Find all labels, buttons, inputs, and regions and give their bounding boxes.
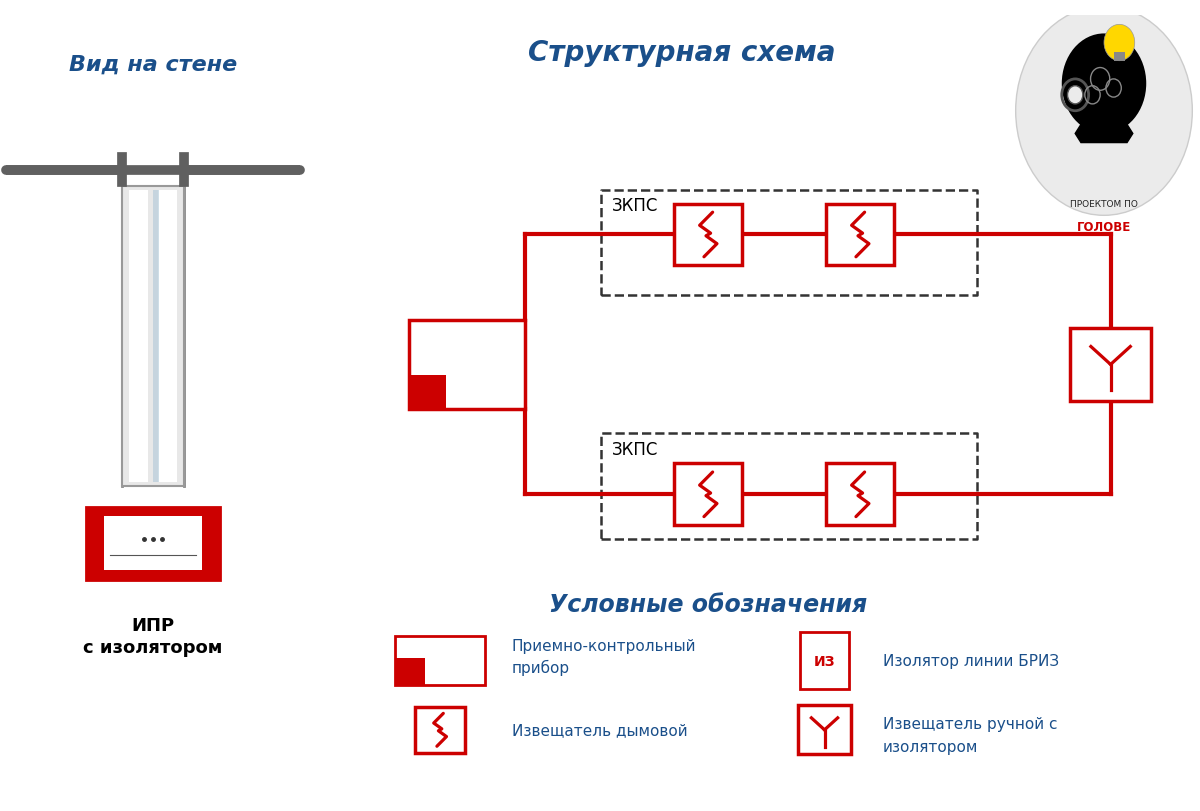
Circle shape <box>1062 34 1146 135</box>
Text: Извещатель дымовой: Извещатель дымовой <box>511 723 688 737</box>
Text: Вид на стене: Вид на стене <box>68 55 238 75</box>
Bar <box>396 659 425 685</box>
Bar <box>396 637 485 685</box>
Bar <box>157 191 178 483</box>
Bar <box>85 507 221 580</box>
Bar <box>798 706 851 754</box>
Bar <box>104 517 202 570</box>
Text: Структурная схема: Структурная схема <box>528 39 835 67</box>
Text: ПРОЕКТОМ ПО: ПРОЕКТОМ ПО <box>1070 200 1138 209</box>
Text: ЗКПС: ЗКПС <box>612 440 658 458</box>
Bar <box>674 464 743 526</box>
Text: Извещатель ручной с: Извещатель ручной с <box>883 716 1057 731</box>
Circle shape <box>1104 25 1135 62</box>
Text: ГОЛОВЕ: ГОЛОВЕ <box>1076 221 1132 234</box>
Bar <box>1114 53 1126 62</box>
Bar <box>415 707 466 753</box>
Bar <box>827 204 894 266</box>
Bar <box>1070 328 1151 401</box>
Bar <box>154 191 160 483</box>
Circle shape <box>1068 87 1082 105</box>
Text: Изолятор линии БРИЗ: Изолятор линии БРИЗ <box>883 654 1058 668</box>
Polygon shape <box>1075 125 1133 144</box>
Text: Условные обозначения: Условные обозначения <box>550 592 868 616</box>
Bar <box>827 464 894 526</box>
Text: ИЗ: ИЗ <box>814 654 835 668</box>
Bar <box>122 187 184 487</box>
Text: ЗКПС: ЗКПС <box>612 197 658 215</box>
Text: изолятором: изолятором <box>883 739 978 753</box>
Text: Приемно-контрольный: Приемно-контрольный <box>511 638 696 653</box>
Bar <box>409 375 446 410</box>
Bar <box>674 204 743 266</box>
Bar <box>800 633 850 689</box>
Text: ИПР
с изолятором: ИПР с изолятором <box>83 616 223 657</box>
Text: прибор: прибор <box>511 659 570 676</box>
Circle shape <box>1015 7 1193 216</box>
Bar <box>409 320 526 410</box>
Bar <box>128 191 149 483</box>
